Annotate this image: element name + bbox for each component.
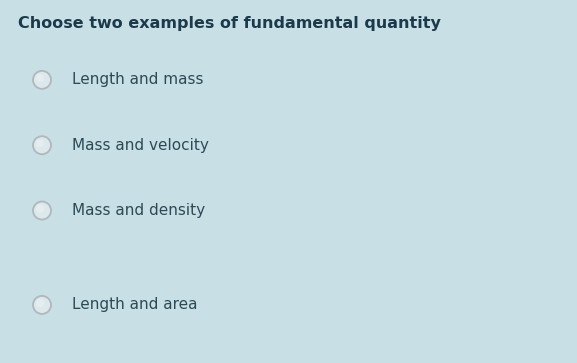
Circle shape (36, 205, 44, 213)
Text: Length and area: Length and area (72, 297, 197, 313)
Circle shape (33, 296, 51, 314)
Circle shape (33, 136, 51, 154)
Text: Mass and velocity: Mass and velocity (72, 138, 209, 153)
Text: Mass and density: Mass and density (72, 203, 205, 218)
Circle shape (33, 71, 51, 89)
Text: Length and mass: Length and mass (72, 72, 204, 87)
Circle shape (36, 299, 44, 307)
Circle shape (36, 74, 44, 82)
Text: Choose two examples of fundamental quantity: Choose two examples of fundamental quant… (18, 16, 441, 31)
Circle shape (33, 201, 51, 220)
Circle shape (36, 139, 44, 147)
